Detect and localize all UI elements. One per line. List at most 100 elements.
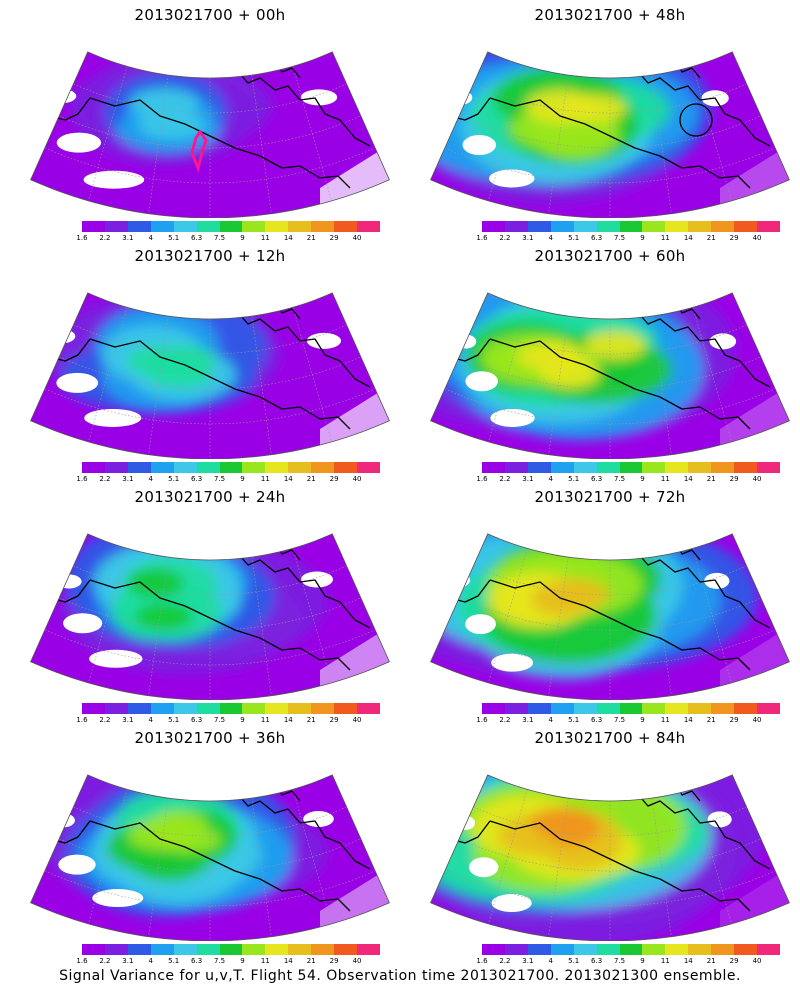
colorbar-tick-label: 14 bbox=[683, 716, 693, 724]
map-panel: 2013021700 + 60h 1.6 2.2 3.1 4 5.1 6.3 7.5 9 11 14… bbox=[420, 241, 800, 483]
colorbar-swatch bbox=[550, 462, 574, 473]
colorbar-tick-label: 6.3 bbox=[591, 234, 603, 242]
colorbar-swatch bbox=[82, 221, 105, 232]
colorbar-swatch bbox=[104, 221, 128, 232]
colorbar-tick-label: 29 bbox=[329, 234, 339, 242]
panel-title: 2013021700 + 24h bbox=[134, 488, 286, 506]
colorbar-swatch bbox=[311, 944, 335, 955]
colorbar-swatch bbox=[288, 462, 312, 473]
colorbar-swatch bbox=[711, 462, 735, 473]
colorbar-tick-label: 29 bbox=[729, 475, 739, 483]
colorbar-tick-label: 4 bbox=[548, 957, 553, 965]
colorbar-swatch bbox=[265, 462, 289, 473]
colorbar-ticks: 1.6 2.2 3.1 4 5.1 6.3 7.5 9 11 14 21 29 40 bbox=[476, 234, 780, 244]
colorbar-swatch bbox=[196, 703, 220, 714]
colorbar-tick-label: 40 bbox=[352, 716, 362, 724]
colorbar-swatch bbox=[104, 944, 128, 955]
colorbar-tick-label: 3.1 bbox=[122, 475, 134, 483]
colorbar-tick-label: 6.3 bbox=[191, 475, 203, 483]
colorbar-tick-label: 3.1 bbox=[122, 957, 134, 965]
colorbar-swatch bbox=[757, 221, 780, 232]
colorbar-swatch bbox=[357, 462, 380, 473]
colorbar-swatch bbox=[504, 221, 528, 232]
colorbar-tick-label: 3.1 bbox=[522, 234, 534, 242]
colorbar-tick-label: 9 bbox=[640, 234, 645, 242]
colorbar-swatch bbox=[711, 944, 735, 955]
colorbar-tick-label: 29 bbox=[729, 234, 739, 242]
colorbar-swatch bbox=[219, 221, 243, 232]
colorbar-tick-label: 14 bbox=[283, 234, 293, 242]
map-panel: 2013021700 + 12h 1.6 2.2 3.1 4 5.1 6.3 7.5 9 11 14… bbox=[20, 241, 400, 483]
colorbar-tick-label: 9 bbox=[240, 234, 245, 242]
colorbar-tick-label: 7.5 bbox=[213, 957, 226, 965]
colorbar-tick-label: 7.5 bbox=[213, 716, 226, 724]
colorbar-swatch bbox=[357, 944, 380, 955]
panel-title: 2013021700 + 12h bbox=[134, 247, 286, 265]
colorbar bbox=[482, 703, 780, 714]
colorbar-swatch bbox=[482, 703, 505, 714]
colorbar-swatch bbox=[527, 462, 551, 473]
colorbar-tick-label: 9 bbox=[240, 957, 245, 965]
colorbar-swatch bbox=[82, 944, 105, 955]
colorbar-swatch bbox=[711, 221, 735, 232]
panel-title: 2013021700 + 00h bbox=[134, 6, 286, 24]
colorbar-tick-label: 2.2 bbox=[99, 475, 111, 483]
colorbar-tick-label: 6.3 bbox=[591, 716, 603, 724]
colorbar-swatch bbox=[573, 462, 597, 473]
colorbar bbox=[82, 944, 380, 955]
colorbar bbox=[482, 221, 780, 232]
colorbar-tick-label: 9 bbox=[240, 716, 245, 724]
colorbar-swatch bbox=[573, 221, 597, 232]
colorbar-swatch bbox=[596, 462, 620, 473]
colorbar-swatch bbox=[596, 703, 620, 714]
colorbar-tick-label: 5.1 bbox=[168, 234, 180, 242]
colorbar-swatch bbox=[357, 703, 380, 714]
variance-map bbox=[430, 51, 790, 218]
colorbar-tick-label: 40 bbox=[752, 475, 762, 483]
colorbar-tick-label: 21 bbox=[706, 957, 716, 965]
colorbar-swatch bbox=[619, 703, 643, 714]
variance-map bbox=[430, 533, 790, 700]
colorbar-tick-label: 40 bbox=[352, 957, 362, 965]
colorbar-swatch bbox=[527, 944, 551, 955]
colorbar-swatch bbox=[757, 703, 780, 714]
colorbar-swatch bbox=[357, 221, 380, 232]
colorbar-tick-label: 1.6 bbox=[76, 475, 88, 483]
colorbar-swatch bbox=[642, 703, 666, 714]
colorbar-swatch bbox=[150, 221, 174, 232]
colorbar-tick-label: 1.6 bbox=[76, 957, 88, 965]
target-circle bbox=[679, 103, 713, 137]
colorbar-swatch bbox=[219, 944, 243, 955]
colorbar-swatch bbox=[288, 221, 312, 232]
colorbar-tick-label: 14 bbox=[683, 957, 693, 965]
colorbar-swatch bbox=[127, 703, 151, 714]
colorbar-swatch bbox=[82, 703, 105, 714]
colorbar-tick-label: 5.1 bbox=[168, 475, 180, 483]
colorbar-tick-label: 40 bbox=[352, 475, 362, 483]
colorbar-tick-label: 14 bbox=[683, 234, 693, 242]
colorbar-swatch bbox=[173, 703, 197, 714]
colorbar-tick-label: 14 bbox=[283, 475, 293, 483]
colorbar-tick-label: 3.1 bbox=[122, 234, 134, 242]
colorbar-swatch bbox=[482, 462, 505, 473]
colorbar-swatch bbox=[527, 703, 551, 714]
colorbar-tick-label: 21 bbox=[706, 716, 716, 724]
colorbar-ticks: 1.6 2.2 3.1 4 5.1 6.3 7.5 9 11 14 21 29 40 bbox=[476, 716, 780, 726]
colorbar-swatch bbox=[665, 703, 689, 714]
colorbar-tick-label: 40 bbox=[752, 957, 762, 965]
colorbar-swatch bbox=[688, 944, 712, 955]
colorbar-tick-label: 1.6 bbox=[476, 716, 488, 724]
colorbar-tick-label: 7.5 bbox=[613, 716, 626, 724]
colorbar-tick-label: 4 bbox=[548, 475, 553, 483]
colorbar-tick-label: 1.6 bbox=[76, 234, 88, 242]
colorbar-tick-label: 21 bbox=[306, 716, 316, 724]
colorbar-tick-label: 7.5 bbox=[613, 234, 626, 242]
colorbar-swatch bbox=[265, 703, 289, 714]
colorbar-ticks: 1.6 2.2 3.1 4 5.1 6.3 7.5 9 11 14 21 29 40 bbox=[76, 957, 380, 967]
colorbar-tick-label: 2.2 bbox=[499, 475, 511, 483]
figure-caption: Signal Variance for u,v,T. Flight 54. Ob… bbox=[59, 968, 741, 984]
variance-map bbox=[30, 51, 390, 218]
colorbar bbox=[82, 703, 380, 714]
colorbar-swatch bbox=[504, 462, 528, 473]
colorbar-swatch bbox=[757, 944, 780, 955]
